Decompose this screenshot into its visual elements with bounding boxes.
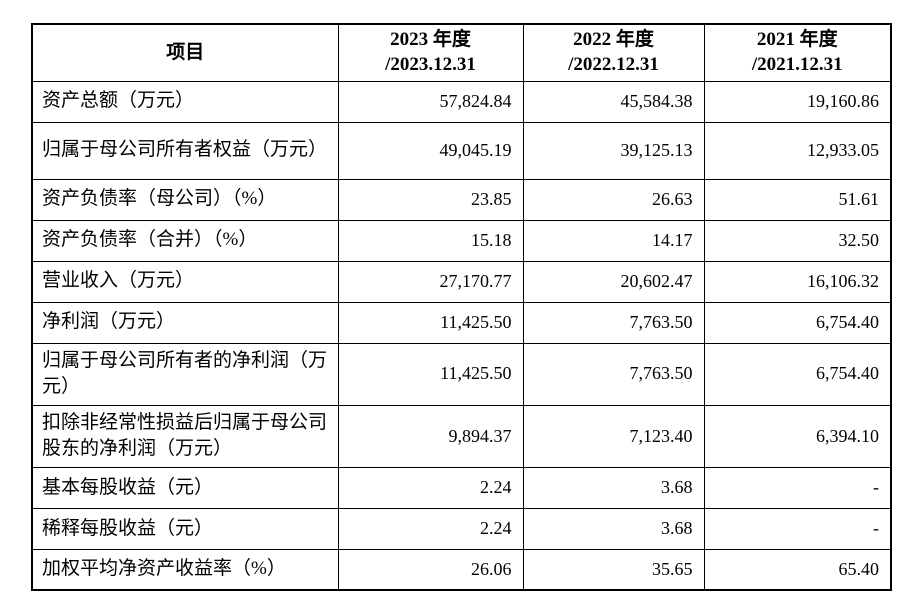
column-header-2023-line2: /2023.12.31 (385, 53, 476, 75)
row-value-2022: 3.68 (522, 466, 705, 509)
table-row: 归属于母公司所有者权益（万元） 49,045.19 39,125.13 12,9… (31, 121, 892, 180)
row-value-2022: 35.65 (522, 548, 705, 591)
table-row: 稀释每股收益（元） 2.24 3.68 - (31, 507, 892, 550)
row-value-2023: 2.24 (337, 507, 524, 550)
column-header-2022-line2: /2022.12.31 (568, 53, 659, 75)
row-value-2023: 23.85 (337, 178, 524, 221)
financial-summary-table: 项目 2023 年度 /2023.12.31 2022 年度 /2022.12.… (31, 23, 892, 592)
row-value-2021: - (703, 507, 892, 550)
row-value-2022: 26.63 (522, 178, 705, 221)
row-value-2022: 7,763.50 (522, 342, 705, 406)
row-item-label: 资产总额（万元） (31, 80, 339, 123)
row-item-label: 归属于母公司所有者的净利润（万元） (31, 342, 339, 406)
column-header-2023-line1: 2023 年度 (390, 29, 471, 51)
column-header-2021-line2: /2021.12.31 (751, 53, 843, 75)
row-value-2021: 65.40 (703, 548, 892, 591)
column-header-2022: 2022 年度 /2022.12.31 (522, 23, 705, 82)
table-row: 归属于母公司所有者的净利润（万元） 11,425.50 7,763.50 6,7… (31, 342, 892, 406)
table-row: 资产总额（万元） 57,824.84 45,584.38 19,160.86 (31, 80, 892, 123)
row-value-2022: 39,125.13 (522, 121, 705, 180)
row-item-label: 基本每股收益（元） (31, 466, 339, 509)
row-value-2022: 14.17 (522, 219, 705, 262)
table-body: 资产总额（万元） 57,824.84 45,584.38 19,160.86 归… (31, 80, 892, 591)
row-value-2023: 26.06 (337, 548, 524, 591)
row-value-2023: 11,425.50 (337, 342, 524, 406)
row-value-2023: 15.18 (337, 219, 524, 262)
column-header-item: 项目 (31, 23, 339, 82)
row-value-2021: 6,754.40 (703, 301, 892, 344)
row-value-2023: 9,894.37 (337, 404, 524, 468)
row-value-2021: 32.50 (703, 219, 892, 262)
row-value-2023: 49,045.19 (337, 121, 524, 180)
row-value-2022: 45,584.38 (522, 80, 705, 123)
row-value-2022: 7,123.40 (522, 404, 705, 468)
row-value-2021: 16,106.32 (703, 260, 892, 303)
table-row: 资产负债率（母公司）（%） 23.85 26.63 51.61 (31, 178, 892, 221)
table-row: 资产负债率（合并）（%） 15.18 14.17 32.50 (31, 219, 892, 262)
table-row: 基本每股收益（元） 2.24 3.68 - (31, 466, 892, 509)
row-value-2021: 51.61 (703, 178, 892, 221)
row-value-2023: 57,824.84 (337, 80, 524, 123)
row-value-2021: 19,160.86 (703, 80, 892, 123)
row-value-2021: - (703, 466, 892, 509)
table-header: 项目 2023 年度 /2023.12.31 2022 年度 /2022.12.… (31, 23, 892, 82)
table-row: 营业收入（万元） 27,170.77 20,602.47 16,106.32 (31, 260, 892, 303)
column-header-2021-line1: 2021 年度 (756, 29, 838, 51)
row-item-label: 扣除非经常性损益后归属于母公司股东的净利润（万元） (31, 404, 339, 468)
row-item-label: 净利润（万元） (31, 301, 339, 344)
row-item-label: 归属于母公司所有者权益（万元） (31, 121, 339, 180)
row-value-2023: 11,425.50 (337, 301, 524, 344)
header-row: 项目 2023 年度 /2023.12.31 2022 年度 /2022.12.… (31, 23, 892, 82)
column-header-2022-line1: 2022 年度 (573, 29, 654, 51)
row-item-label: 稀释每股收益（元） (31, 507, 339, 550)
column-header-2023: 2023 年度 /2023.12.31 (337, 23, 524, 82)
row-item-label: 加权平均净资产收益率（%） (31, 548, 339, 591)
row-value-2022: 20,602.47 (522, 260, 705, 303)
financial-summary-table-container: 项目 2023 年度 /2023.12.31 2022 年度 /2022.12.… (31, 23, 892, 592)
row-value-2021: 6,394.10 (703, 404, 892, 468)
row-item-label: 资产负债率（合并）（%） (31, 219, 339, 262)
row-value-2021: 12,933.05 (703, 121, 892, 180)
row-value-2023: 2.24 (337, 466, 524, 509)
row-item-label: 资产负债率（母公司）（%） (31, 178, 339, 221)
row-value-2022: 3.68 (522, 507, 705, 550)
column-header-2021: 2021 年度 /2021.12.31 (703, 23, 892, 82)
table-row: 净利润（万元） 11,425.50 7,763.50 6,754.40 (31, 301, 892, 344)
row-value-2022: 7,763.50 (522, 301, 705, 344)
table-row: 扣除非经常性损益后归属于母公司股东的净利润（万元） 9,894.37 7,123… (31, 404, 892, 468)
row-item-label: 营业收入（万元） (31, 260, 339, 303)
column-header-item-label: 项目 (166, 41, 205, 63)
row-value-2021: 6,754.40 (703, 342, 892, 406)
table-row: 加权平均净资产收益率（%） 26.06 35.65 65.40 (31, 548, 892, 591)
row-value-2023: 27,170.77 (337, 260, 524, 303)
